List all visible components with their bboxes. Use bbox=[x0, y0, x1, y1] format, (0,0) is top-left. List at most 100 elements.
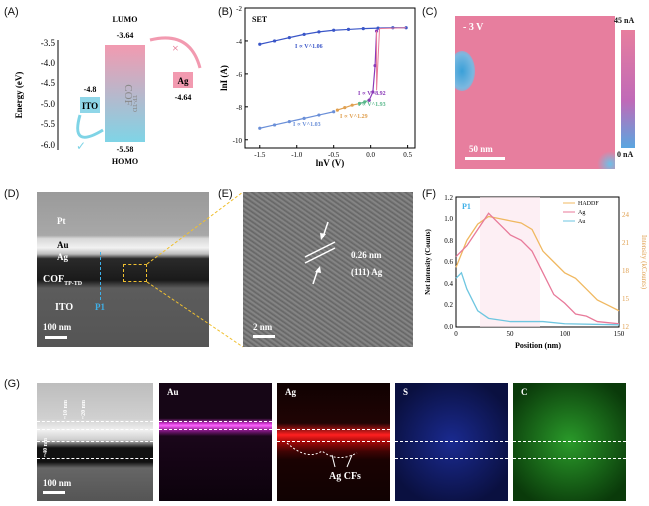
b-point bbox=[287, 36, 291, 40]
b-point bbox=[332, 28, 336, 32]
f-legend-ag: Ag bbox=[578, 210, 585, 216]
e-dspacing: 0.26 nm bbox=[351, 250, 382, 260]
b-fit-label-4: I ∝ V^1.93 bbox=[358, 102, 386, 108]
b-point bbox=[317, 30, 321, 34]
b-point bbox=[367, 98, 371, 102]
b-ytick-label: -2 bbox=[236, 5, 242, 13]
b-xtick-label: -1.5 bbox=[254, 151, 266, 159]
e-plane: (111) Ag bbox=[351, 267, 383, 277]
b-ytick-label: -8 bbox=[236, 104, 242, 112]
ito-arrow bbox=[76, 114, 104, 139]
panel-d-label: (D) bbox=[4, 188, 20, 200]
ito-label: ITO bbox=[82, 101, 98, 111]
g-s-map: S bbox=[395, 383, 508, 501]
ag-box bbox=[173, 72, 193, 88]
b-point bbox=[335, 108, 339, 112]
cof-label: COF bbox=[122, 84, 134, 105]
a-ytick: -5.0 bbox=[41, 99, 56, 109]
d-scale-bar bbox=[45, 336, 67, 339]
b-ytick-label: -4 bbox=[236, 38, 242, 46]
lumo-label: LUMO bbox=[113, 15, 138, 24]
d-cross-section-image: Pt Au Ag COFTP-TD ITO P1 100 nm bbox=[37, 192, 209, 347]
g-c-map: C bbox=[513, 383, 626, 501]
d-pt-label: Pt bbox=[57, 216, 66, 226]
b-point bbox=[302, 32, 306, 36]
cof-band bbox=[105, 45, 145, 142]
f-yticks-right: 12 15 18 21 24 bbox=[622, 211, 630, 331]
panel-c-label: (C) bbox=[422, 6, 438, 18]
d-scale-label: 100 nm bbox=[43, 322, 72, 332]
cof-sub: TP-TD bbox=[131, 95, 137, 113]
b-series-line-4 bbox=[368, 31, 378, 101]
f-xtick: 150 bbox=[614, 330, 625, 338]
f-ytick-right: 12 bbox=[622, 323, 630, 331]
e-lattice-marker bbox=[304, 221, 336, 285]
g-au-label: Au bbox=[167, 387, 179, 397]
f-xlabel: Position (nm) bbox=[515, 341, 561, 350]
f-ytick-right: 24 bbox=[622, 211, 630, 219]
b-xlabel: lnV (V) bbox=[316, 158, 345, 168]
g-thickness-1: ~10 nm bbox=[63, 400, 69, 419]
f-ytick-right: 15 bbox=[622, 295, 630, 303]
b-xtick-label: -0.5 bbox=[328, 151, 340, 159]
d-cof-text: COF bbox=[43, 274, 65, 285]
f-legend-au: Au bbox=[578, 219, 585, 225]
panel-f-eds-profile: 0.0 0.2 0.4 0.6 0.8 1.0 1.2 12 15 18 21 … bbox=[424, 194, 648, 350]
f-ytick-left: 0.2 bbox=[444, 301, 453, 309]
d-cof-sub: TP-TD bbox=[64, 281, 83, 287]
c-colorbar-min: 0 nA bbox=[617, 150, 634, 159]
c-conductance-map: - 3 V 50 nm bbox=[455, 16, 615, 169]
c-colorbar-max: 45 nA bbox=[614, 16, 635, 25]
b-title: SET bbox=[252, 15, 268, 24]
b-point bbox=[258, 42, 262, 46]
homo-label: HOMO bbox=[112, 157, 138, 166]
ag-label: Ag bbox=[178, 76, 189, 86]
b-fit-label-5: I ∝ V^8.92 bbox=[358, 91, 386, 97]
panel-g-label: (G) bbox=[4, 378, 20, 390]
panel-b-label: (B) bbox=[218, 6, 233, 18]
a-ytick: -3.5 bbox=[41, 38, 56, 48]
b-point bbox=[361, 26, 365, 31]
f-ytick-right: 21 bbox=[622, 239, 630, 247]
panel-a-yticks: -3.5 -4.0 -4.5 -5.0 -5.5 -6.0 bbox=[41, 38, 56, 150]
panel-e-label: (E) bbox=[218, 188, 233, 200]
a-ytick: -4.0 bbox=[41, 58, 56, 68]
f-highlight bbox=[480, 197, 540, 327]
b-point bbox=[346, 27, 351, 32]
lumo-value: -3.64 bbox=[117, 31, 134, 40]
b-point bbox=[287, 120, 291, 124]
b-point bbox=[376, 26, 380, 30]
c-scale-bar bbox=[465, 157, 505, 160]
g-s-label: S bbox=[403, 387, 409, 397]
g-scale-label: 100 nm bbox=[43, 478, 72, 488]
e-hrtem-image: 0.26 nm (111) Ag 2 nm bbox=[243, 192, 413, 347]
e-scale-label: 2 nm bbox=[253, 322, 273, 332]
b-xtick-label: 0.0 bbox=[366, 151, 375, 159]
d-zoom-box bbox=[123, 264, 147, 282]
a-ytick: -5.5 bbox=[41, 119, 56, 129]
b-point bbox=[363, 100, 367, 104]
c-scale-label: 50 nm bbox=[469, 144, 493, 154]
c-colorbar bbox=[621, 30, 635, 148]
b-point bbox=[302, 116, 306, 120]
g-ag-map: Ag Ag CFs bbox=[277, 383, 390, 501]
f-ytick-left: 1.0 bbox=[444, 215, 453, 223]
f-xtick: 100 bbox=[560, 330, 571, 338]
e-scale-bar bbox=[253, 335, 275, 338]
cross-mark: × bbox=[172, 41, 179, 55]
ito-box bbox=[80, 97, 100, 113]
g-ag-label: Ag bbox=[285, 387, 296, 397]
b-ylabel: lnI (A) bbox=[219, 65, 229, 91]
d-p1-label: P1 bbox=[95, 302, 105, 312]
g-ag-cfs-label: Ag CFs bbox=[329, 471, 361, 482]
d-ag-label: Ag bbox=[57, 252, 68, 262]
ito-value: -4.8 bbox=[84, 85, 97, 94]
f-xtick: 0 bbox=[454, 330, 458, 338]
b-point bbox=[357, 101, 362, 106]
panel-a-label: (A) bbox=[4, 6, 19, 18]
b-xtick-label: 0.5 bbox=[403, 151, 412, 159]
g-thickness-2: ~20 nm bbox=[81, 400, 87, 419]
d-p1-arrow bbox=[100, 252, 101, 300]
a-ylabel: Energy (eV) bbox=[14, 72, 24, 119]
